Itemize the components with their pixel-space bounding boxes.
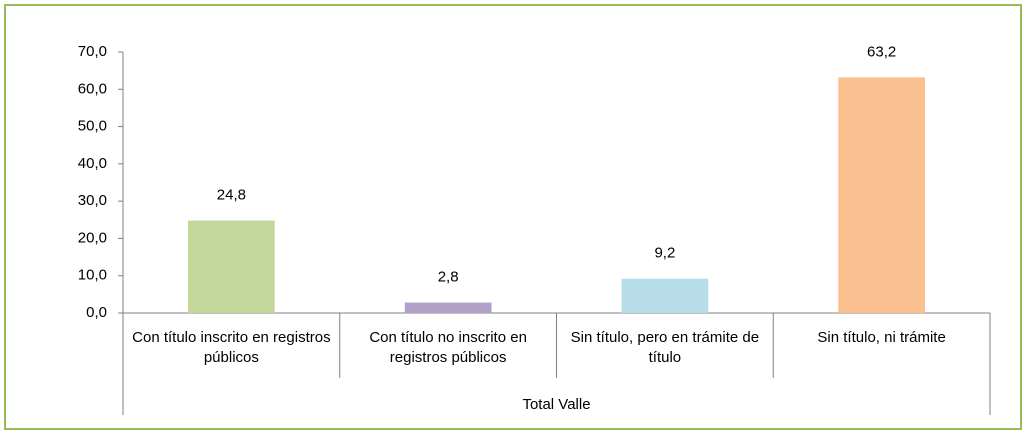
x-tick-label: Sin título, ni trámite	[817, 329, 946, 346]
y-tick-label: 70,0	[78, 43, 107, 60]
data-label: 24,8	[217, 187, 246, 204]
y-tick-label: 20,0	[78, 229, 107, 246]
bar	[621, 278, 709, 313]
y-tick-label: 30,0	[78, 192, 107, 209]
x-tick-label: Con título no inscrito en registros públ…	[369, 329, 527, 366]
y-tick-label: 40,0	[78, 155, 107, 172]
y-tick-label: 50,0	[78, 118, 107, 135]
data-label: 9,2	[654, 245, 675, 262]
y-tick-label: 60,0	[78, 80, 107, 97]
y-tick-label: 0,0	[86, 304, 107, 321]
x-tick-label: Con título inscrito en registros público…	[132, 329, 331, 366]
data-label: 63,2	[867, 43, 896, 60]
data-label: 2,8	[438, 269, 459, 286]
x-axis-label: Total Valle	[522, 396, 590, 413]
bar	[188, 220, 275, 313]
bar	[404, 302, 492, 313]
y-tick-label: 10,0	[78, 267, 107, 284]
x-tick-label: Sin título, pero en trámite de título	[570, 329, 760, 366]
bar	[838, 77, 925, 314]
